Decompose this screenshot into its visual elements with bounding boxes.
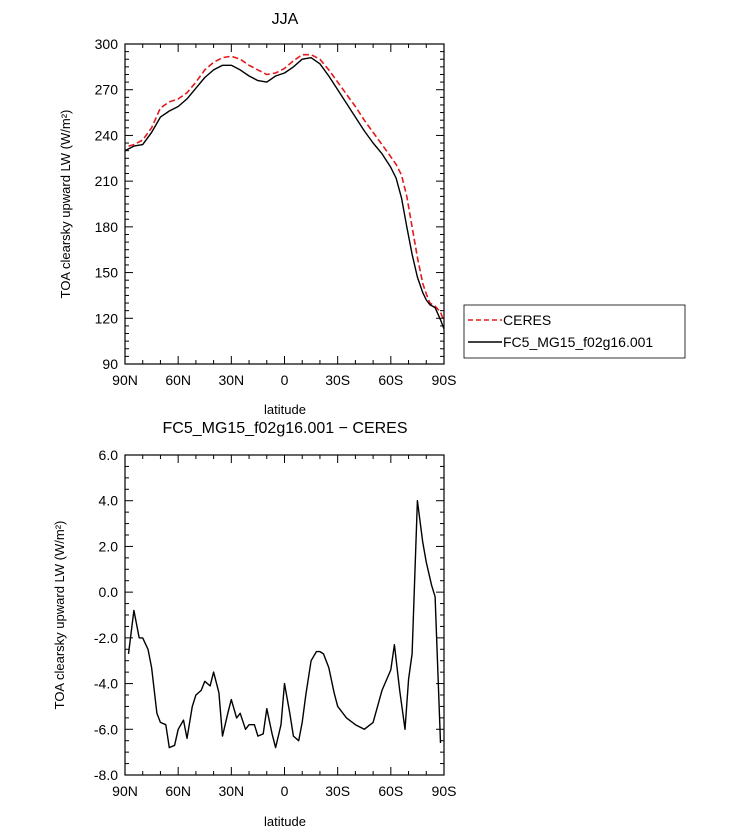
x-tick-label: 60N [165, 783, 191, 799]
bottom-panel-series-line-model [127, 500, 442, 749]
y-tick-label: -2.0 [94, 630, 118, 646]
top-panel-x-axis-label: latitude [264, 402, 306, 417]
legend-label-ceres: CERES [503, 312, 551, 328]
bottom-panel-x-axis-label: latitude [264, 814, 306, 829]
x-tick-label: 90S [432, 783, 457, 799]
top-panel-y-axis-label: TOA clearsky upward LW (W/m²) [58, 110, 73, 299]
x-tick-label: 60S [378, 372, 403, 388]
bottom-panel-y-axis-label: TOA clearsky upward LW (W/m²) [52, 521, 67, 710]
y-tick-label: -6.0 [94, 721, 118, 737]
y-tick-label: 300 [95, 36, 119, 52]
y-tick-label: -8.0 [94, 767, 118, 783]
x-tick-label: 90N [112, 783, 138, 799]
y-tick-label: 210 [95, 173, 119, 189]
y-tick-label: 90 [102, 356, 118, 372]
x-tick-label: 30S [325, 783, 350, 799]
top-panel-frame [124, 43, 445, 365]
bottom-panel-ticks: 90N 60N 30N 0 30S 60S 90S 6.0 4.0 2.0 0.0 -2.0 -4.0 -… [94, 447, 457, 799]
y-tick-label: 6.0 [99, 447, 119, 463]
bottom-panel-series [127, 500, 442, 749]
top-panel-series [124, 53, 445, 330]
y-tick-label: 270 [95, 82, 119, 98]
top-panel: JJA 90N 60N 30N 0 30S 60S 90S 90 120 150 180 210 240… [58, 11, 456, 417]
legend-label-model: FC5_MG15_f02g16.001 [503, 334, 653, 350]
y-tick-label: 150 [95, 265, 119, 281]
x-tick-label: 30S [325, 372, 350, 388]
y-tick-label: 0.0 [99, 584, 119, 600]
y-tick-label: 4.0 [99, 493, 119, 509]
x-tick-label: 90S [432, 372, 457, 388]
y-tick-label: 240 [95, 127, 119, 143]
legend: CERES FC5_MG15_f02g16.001 [463, 304, 686, 359]
y-tick-label: 120 [95, 310, 119, 326]
top-panel-title: JJA [272, 11, 299, 28]
y-tick-label: -4.0 [94, 676, 118, 692]
legend-box [463, 304, 686, 359]
bottom-panel-frame [124, 454, 445, 776]
x-tick-label: 0 [281, 372, 289, 388]
x-tick-label: 60S [378, 783, 403, 799]
x-tick-label: 30N [218, 372, 244, 388]
bottom-panel: FC5_MG15_f02g16.001 − CERES 90N 60N 30N 0 30… [52, 420, 456, 829]
x-tick-label: 0 [281, 783, 289, 799]
top-panel-ticks: 90N 60N 30N 0 30S 60S 90S 90 120 150 180 210 240 270 3… [95, 36, 457, 388]
top-panel-series-line-ceres [128, 53, 445, 322]
y-tick-label: 2.0 [99, 538, 119, 554]
bottom-panel-title: FC5_MG15_f02g16.001 − CERES [162, 420, 407, 437]
x-tick-label: 30N [218, 783, 244, 799]
x-tick-label: 90N [112, 372, 138, 388]
x-tick-label: 60N [165, 372, 191, 388]
y-tick-label: 180 [95, 219, 119, 235]
top-panel-series-line-model [124, 57, 445, 330]
